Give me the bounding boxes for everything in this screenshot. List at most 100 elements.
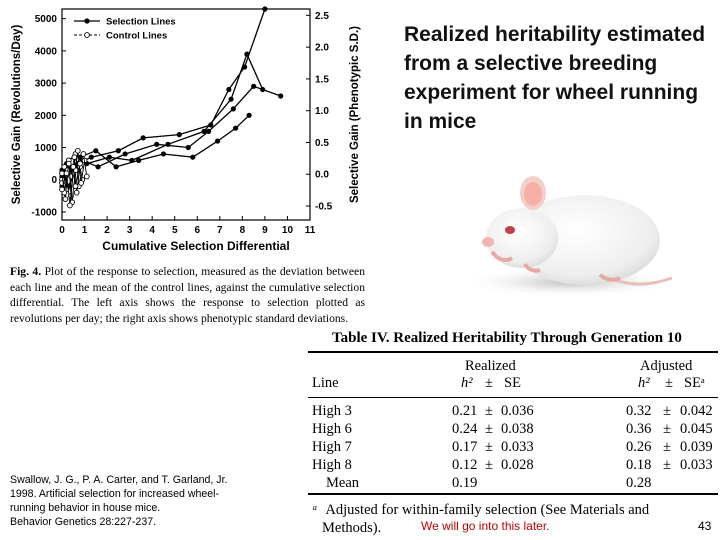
x-tick-label: 3	[127, 225, 133, 236]
figure-caption: Fig. 4. Plot of the response to selectio…	[10, 264, 365, 326]
data-point	[73, 189, 80, 196]
citation-line: Behavior Genetics 28:227-237.	[10, 516, 157, 528]
data-point	[185, 144, 191, 151]
table-cell-h2-adj: 0.32	[626, 403, 652, 419]
header-line: Line	[312, 375, 339, 391]
series-line	[61, 85, 281, 181]
white-mouse-photo	[450, 160, 690, 302]
table-title: Table IV. Realized Heritability Through …	[332, 330, 682, 346]
legend-marker-control	[84, 32, 90, 38]
y-tick-label: -1000	[31, 207, 57, 218]
x-tick-label: 1	[82, 225, 88, 236]
table-cell-h2-adj: 0.18	[626, 457, 652, 473]
control-line-series	[59, 151, 90, 209]
y-tick-label: 2000	[35, 111, 58, 122]
y-tick-label: 3000	[35, 79, 58, 90]
page-number: 43	[698, 519, 712, 533]
y-tick-label: 5000	[35, 14, 58, 25]
data-point	[71, 154, 78, 161]
citation-line: 1998. Artificial selection for increased…	[10, 488, 220, 500]
x-tick-label: 5	[172, 225, 178, 236]
table-rule	[308, 351, 718, 353]
legend-label-control: Control Lines	[106, 31, 167, 42]
selection-line-series	[59, 83, 284, 183]
data-point	[115, 148, 121, 154]
data-point	[154, 141, 160, 147]
table-cell-h2-adj: 0.26	[626, 439, 652, 455]
figure-label: Fig. 4.	[10, 265, 42, 278]
footnote-mark: ᵃ	[312, 502, 318, 518]
citation-line: Swallow, J. G., P. A. Carter, and T. Gar…	[10, 474, 228, 486]
data-point	[251, 83, 257, 89]
heritability-table: Table IV. Realized Heritability Through …	[308, 328, 720, 540]
x-tick-label: 0	[59, 225, 65, 236]
table-cell-se-adj: 0.039	[680, 439, 713, 455]
table-cell-pm-adj: ±	[663, 439, 671, 455]
slide-note: We will go into this later.	[421, 519, 550, 533]
table-mean-h2-adj: 0.28	[626, 475, 652, 491]
data-point	[136, 157, 142, 164]
x-tick-label: 11	[305, 225, 316, 236]
data-point	[113, 164, 119, 170]
y-right-axis-label: Selective Gain (Phenotypic S.D.)	[349, 26, 361, 203]
data-point	[226, 86, 232, 93]
data-point	[65, 160, 72, 167]
data-point	[262, 6, 268, 12]
table-cell-pm-adj: ±	[663, 403, 671, 419]
header-se: SE	[504, 375, 521, 391]
data-point	[201, 128, 207, 135]
table-cell-line: High 3	[312, 403, 352, 419]
data-point	[95, 164, 101, 170]
x-tick-label: 2	[104, 225, 110, 236]
table-cell-se: 0.028	[501, 457, 534, 473]
y-right-tick-label: 1.0	[315, 106, 329, 117]
table-cell-h2: 0.24	[452, 421, 478, 437]
data-point	[140, 135, 146, 141]
selection-response-chart: 0 1 2 3 4 5 6 7 8 9 10 11-1000010002000300040005000…	[11, 6, 361, 253]
data-point	[74, 147, 81, 154]
table-rule	[308, 397, 718, 398]
citation-line: running behavior in house mice.	[10, 502, 161, 514]
table-cell-pm: ±	[485, 403, 493, 419]
x-axis-label: Cumulative Selection Differential	[102, 239, 289, 253]
data-point	[70, 163, 77, 170]
data-point	[160, 151, 167, 157]
table-cell-se: 0.033	[501, 439, 534, 455]
data-point	[72, 183, 79, 190]
table-cell-se-adj: 0.033	[680, 457, 713, 473]
data-point	[228, 96, 234, 102]
table-cell-pm: ±	[485, 439, 493, 455]
y-tick-label: 0	[51, 175, 57, 186]
citation: Swallow, J. G., P. A. Carter, and T. Gar…	[10, 473, 280, 529]
legend-marker-selection	[84, 18, 90, 24]
data-point	[230, 106, 236, 112]
table-cell-h2: 0.21	[452, 403, 478, 419]
data-point	[165, 141, 171, 147]
header-se-adjusted: SEᵃ	[684, 375, 705, 391]
table-rule	[308, 493, 718, 495]
table-cell-se: 0.036	[501, 403, 534, 419]
y-right-tick-label: -0.5	[315, 202, 333, 213]
chart-axes: 0 1 2 3 4 5 6 7 8 9 10 11-1000010002000300040005000…	[11, 8, 361, 253]
selection-line-series	[59, 51, 266, 189]
table-footnote-line-2: Methods).	[322, 520, 382, 536]
chart-legend: Selection Lines Control Lines	[74, 17, 176, 42]
table-cell-pm: ±	[485, 457, 493, 473]
data-point	[93, 148, 99, 154]
data-point	[77, 160, 83, 167]
y-tick-label: 1000	[35, 143, 58, 154]
x-tick-label: 10	[282, 225, 294, 236]
table-cell-se-adj: 0.045	[680, 421, 713, 437]
x-tick-label: 9	[262, 225, 268, 236]
footnote-text: Adjusted for within-family selection (Se…	[325, 502, 650, 518]
plot-frame	[61, 8, 311, 221]
data-point	[176, 132, 182, 138]
data-point	[233, 125, 239, 131]
data-point	[80, 151, 87, 157]
data-point	[214, 138, 221, 144]
data-point	[63, 170, 70, 177]
data-point	[78, 180, 85, 186]
header-h2: h²	[461, 375, 473, 391]
table-mean-line: Mean	[326, 475, 360, 491]
data-point	[83, 173, 90, 180]
